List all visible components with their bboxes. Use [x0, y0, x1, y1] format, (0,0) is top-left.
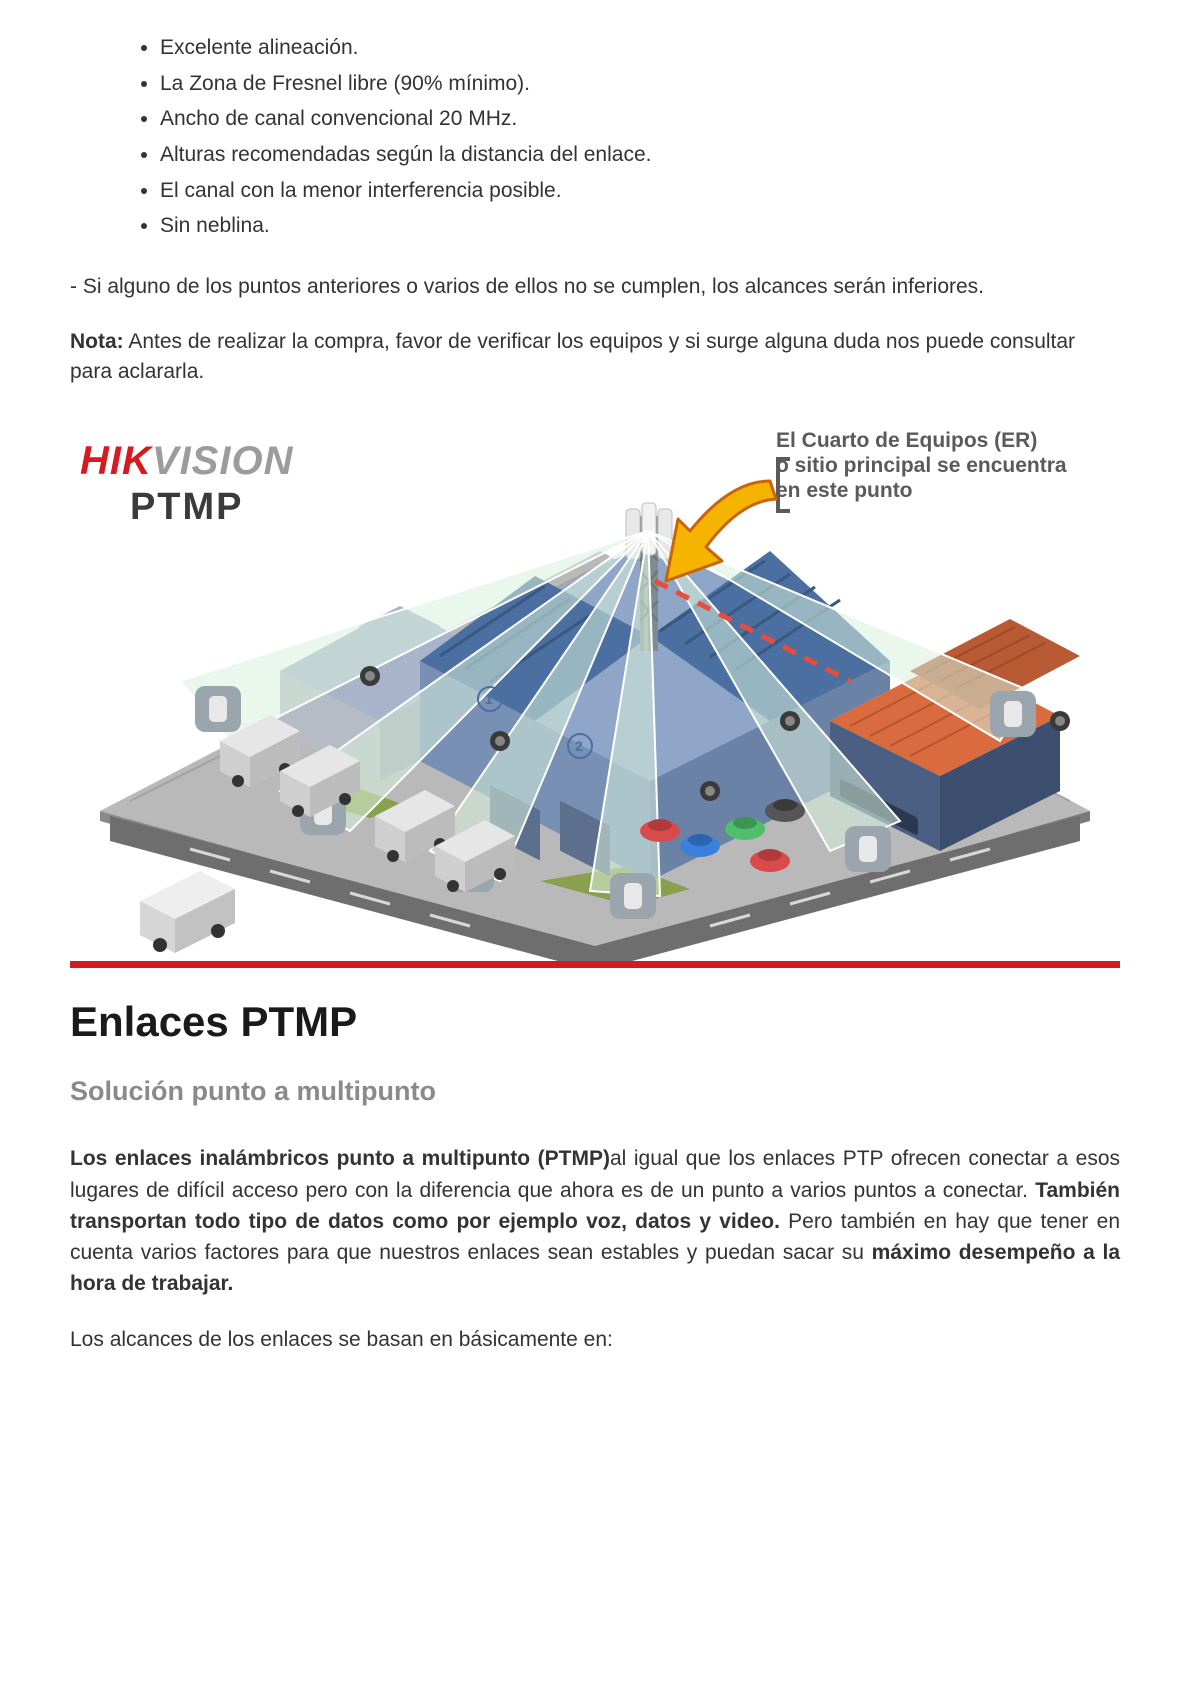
- logo-text-vision: VISION: [152, 439, 294, 483]
- ptmp-diagram: HIKVISION PTMP El Cuarto de Equipos (ER)…: [70, 421, 1120, 961]
- closing-paragraph: Los alcances de los enlaces se basan en …: [70, 1325, 1120, 1355]
- svg-text:1: 1: [485, 691, 493, 707]
- logo-text-hik: HIK: [80, 439, 152, 483]
- note-label: Nota:: [70, 330, 124, 353]
- section-divider: [70, 961, 1120, 968]
- callout-line: o sitio principal se encuentra: [776, 454, 1067, 477]
- callout-line: El Cuarto de Equipos (ER): [776, 429, 1037, 452]
- section-subtitle: Solución punto a multipunto: [70, 1076, 1120, 1107]
- requirements-list: Excelente alineación. La Zona de Fresnel…: [160, 30, 1120, 244]
- list-item: Ancho de canal convencional 20 MHz.: [160, 101, 1120, 137]
- list-item: La Zona de Fresnel libre (90% mínimo).: [160, 66, 1120, 102]
- brand-logo: HIKVISION PTMP: [80, 439, 293, 529]
- list-item: Excelente alineación.: [160, 30, 1120, 66]
- intro-paragraph: Los enlaces inalámbricos punto a multipu…: [70, 1143, 1120, 1298]
- callout-line: en este punto: [776, 479, 913, 502]
- list-item: Sin neblina.: [160, 208, 1120, 244]
- equipment-room-callout: El Cuarto de Equipos (ER) o sitio princi…: [776, 429, 1116, 503]
- bold-run: Los enlaces inalámbricos punto a multipu…: [70, 1147, 610, 1170]
- list-item: Alturas recomendadas según la distancia …: [160, 137, 1120, 173]
- logo-sub-ptmp: PTMP: [80, 486, 293, 529]
- svg-text:2: 2: [575, 738, 583, 754]
- warning-paragraph: - Si alguno de los puntos anteriores o v…: [70, 272, 1120, 302]
- section-title: Enlaces PTMP: [70, 998, 1120, 1046]
- note-paragraph: Nota: Antes de realizar la compra, favor…: [70, 327, 1120, 388]
- note-body: Antes de realizar la compra, favor de ve…: [70, 330, 1075, 383]
- list-item: El canal con la menor interferencia posi…: [160, 173, 1120, 209]
